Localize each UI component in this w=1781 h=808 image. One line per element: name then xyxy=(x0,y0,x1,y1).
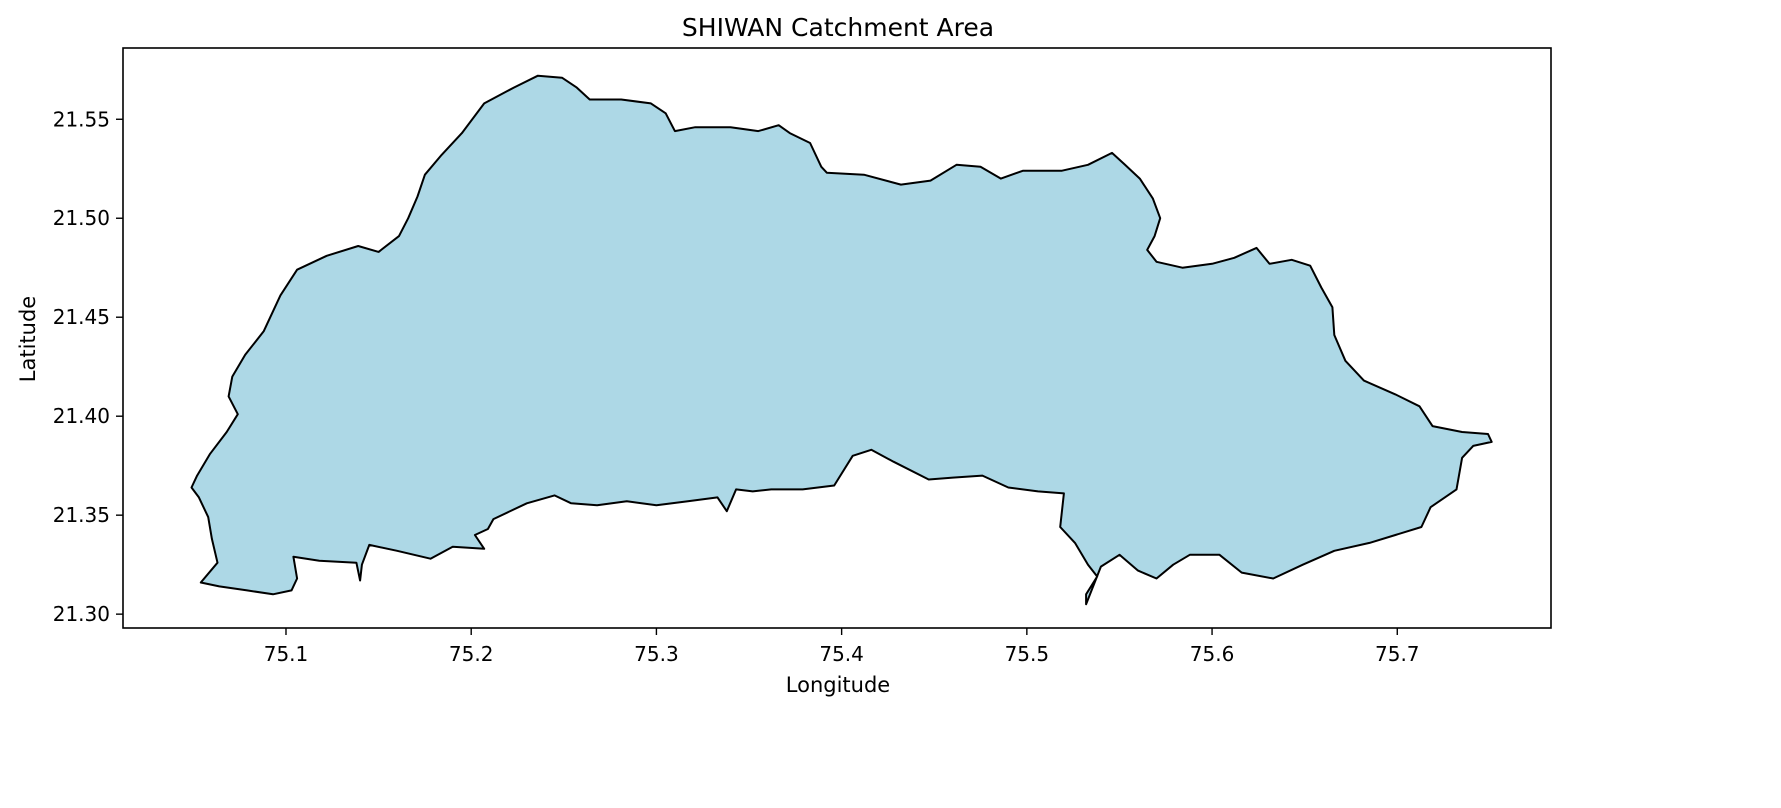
y-tick-label: 21.35 xyxy=(53,503,110,527)
chart-title: SHIWAN Catchment Area xyxy=(682,13,994,42)
x-tick-label: 75.1 xyxy=(264,642,309,666)
x-axis-label: Longitude xyxy=(786,673,890,697)
y-axis-label: Latitude xyxy=(16,296,40,382)
y-tick-label: 21.55 xyxy=(53,107,110,131)
x-tick-label: 75.7 xyxy=(1375,642,1420,666)
axes-frame xyxy=(122,47,1552,629)
plot-area xyxy=(190,74,1493,606)
y-tick-label: 21.30 xyxy=(53,602,110,626)
catchment-polygon xyxy=(190,74,1493,606)
x-tick-label: 75.5 xyxy=(1005,642,1050,666)
x-tick-label: 75.6 xyxy=(1190,642,1235,666)
y-tick-label: 21.40 xyxy=(53,404,110,428)
x-tick-label: 75.4 xyxy=(819,642,864,666)
x-tick-label: 75.2 xyxy=(449,642,494,666)
y-tick-label: 21.50 xyxy=(53,206,110,230)
y-tick-label: 21.45 xyxy=(53,305,110,329)
y-axis-ticks: 21.30 21.35 21.40 21.45 21.50 21.55 xyxy=(53,107,123,626)
x-tick-label: 75.3 xyxy=(634,642,679,666)
x-axis-ticks: 75.1 75.2 75.3 75.4 75.5 75.6 75.7 xyxy=(264,628,1420,666)
